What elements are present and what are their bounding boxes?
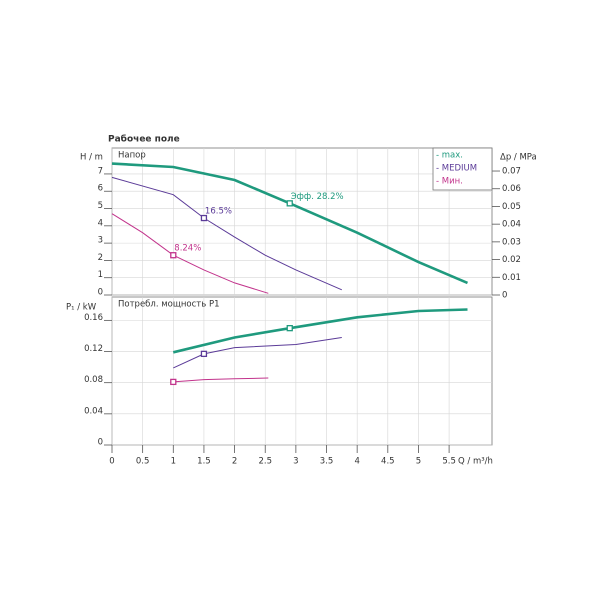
duty-point xyxy=(286,200,293,207)
panel-label: Потребл. мощность P1 xyxy=(118,300,220,310)
y-tick-label: 5 xyxy=(98,201,103,211)
duty-point xyxy=(286,325,293,332)
y2-tick-label: 0 xyxy=(502,291,507,301)
legend-label: - Мин. xyxy=(436,177,463,187)
x-tick-label: 1.5 xyxy=(197,457,211,467)
y-tick-label: 0.08 xyxy=(84,375,103,385)
y-axis-label: H / m xyxy=(80,153,103,163)
y2-tick-label: 0.03 xyxy=(502,237,521,247)
x-axis-label: Q / m³/h xyxy=(458,457,493,467)
annotation: Эфф. 28.2% xyxy=(291,192,344,202)
y-tick-label: 0.12 xyxy=(84,344,103,354)
annotation: 8.24% xyxy=(174,244,201,254)
x-tick-label: 2.5 xyxy=(258,457,272,467)
y-tick-label: 4 xyxy=(98,218,103,228)
y2-tick-label: 0.04 xyxy=(502,220,521,230)
chart-title: Рабочее поле xyxy=(108,134,180,145)
duty-point xyxy=(200,214,208,222)
y-tick-label: 3 xyxy=(98,236,103,246)
curve xyxy=(111,176,342,291)
y2-tick-label: 0.01 xyxy=(502,273,521,283)
y-tick-label: 2 xyxy=(98,253,103,263)
x-tick-label: 3.5 xyxy=(320,457,334,467)
legend-label: - MEDIUM xyxy=(436,164,477,174)
y2-tick-label: 0.07 xyxy=(502,167,521,177)
legend xyxy=(432,147,493,191)
x-tick-label: 4 xyxy=(354,457,359,467)
y-tick-label: 0.16 xyxy=(84,313,103,323)
x-tick-label: 5 xyxy=(416,457,421,467)
y-tick-label: 0.04 xyxy=(84,406,103,416)
duty-point xyxy=(170,378,177,386)
duty-point xyxy=(170,252,177,259)
duty-point xyxy=(200,350,208,358)
plot-area xyxy=(111,147,493,296)
y-axis-label: P₁ / kW xyxy=(66,303,97,313)
x-tick-label: 0 xyxy=(109,457,114,467)
x-tick-label: 1 xyxy=(171,457,176,467)
y-tick-label: 0 xyxy=(98,438,103,448)
curve xyxy=(173,337,342,369)
annotation: 16.5% xyxy=(205,207,232,217)
curve xyxy=(173,377,269,383)
y-tick-label: 6 xyxy=(98,184,103,194)
legend-label: - max. xyxy=(436,151,463,161)
curve xyxy=(111,213,269,294)
x-tick-label: 5.5 xyxy=(442,457,456,467)
x-tick-label: 3 xyxy=(293,457,298,467)
curve xyxy=(172,308,468,354)
x-tick-label: 0.5 xyxy=(136,457,150,467)
y2-tick-label: 0.06 xyxy=(502,184,521,194)
panel-label: Напор xyxy=(118,151,146,161)
plot-area xyxy=(111,296,493,446)
x-tick-label: 4.5 xyxy=(381,457,395,467)
y2-axis-label: Δp / MPa xyxy=(500,153,537,163)
y2-tick-label: 0.05 xyxy=(502,202,521,212)
y-tick-label: 7 xyxy=(98,166,103,176)
y-tick-label: 1 xyxy=(98,270,103,280)
y-tick-label: 0 xyxy=(98,288,103,298)
y2-tick-label: 0.02 xyxy=(502,255,521,265)
x-tick-label: 2 xyxy=(232,457,237,467)
